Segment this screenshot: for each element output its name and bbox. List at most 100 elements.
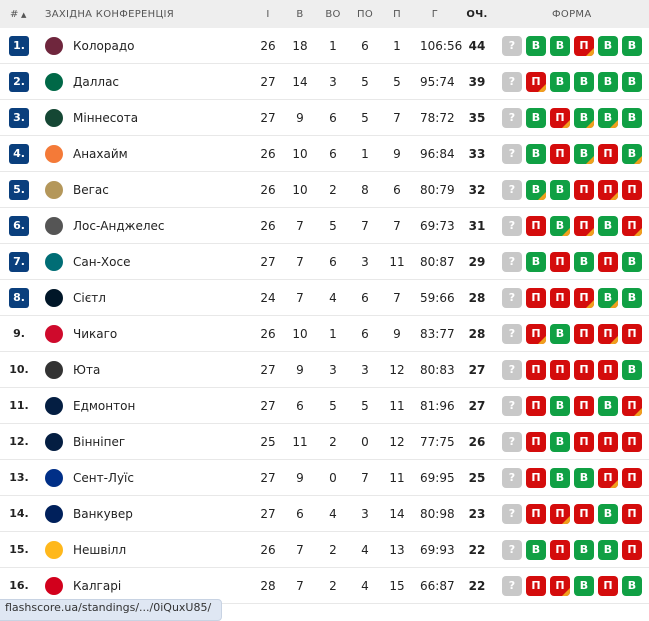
loss-badge[interactable]: П (598, 252, 618, 272)
win-badge[interactable]: В (574, 72, 594, 92)
loss-badge[interactable]: П (526, 288, 546, 308)
table-row[interactable]: 13. Сент-Луїс 27 9 0 7 11 69:95 25? П В В П П (0, 460, 649, 496)
upcoming-match-badge[interactable]: ? (502, 396, 522, 416)
team-name[interactable]: Лос-Анджелес (73, 219, 165, 233)
win-badge[interactable]: В (550, 468, 570, 488)
table-row[interactable]: 1. Колорадо 26 18 1 6 1 106:56 44? В В П В В (0, 28, 649, 64)
loss-badge[interactable]: П (526, 324, 546, 344)
win-badge[interactable]: В (598, 216, 618, 236)
win-badge[interactable]: В (526, 108, 546, 128)
win-badge[interactable]: В (550, 72, 570, 92)
upcoming-match-badge[interactable]: ? (502, 468, 522, 488)
loss-badge[interactable]: П (574, 180, 594, 200)
upcoming-match-badge[interactable]: ? (502, 72, 522, 92)
wins-header[interactable]: В (296, 9, 304, 20)
win-badge[interactable]: В (622, 360, 642, 380)
loss-badge[interactable]: П (550, 576, 570, 596)
team-name[interactable]: Колорадо (73, 39, 135, 53)
loss-badge[interactable]: П (598, 432, 618, 452)
win-badge[interactable]: В (598, 36, 618, 56)
upcoming-match-badge[interactable]: ? (502, 108, 522, 128)
loss-badge[interactable]: П (526, 576, 546, 596)
loss-badge[interactable]: П (550, 144, 570, 164)
team-name[interactable]: Едмонтон (73, 399, 136, 413)
table-row[interactable]: 10. Юта 27 9 3 3 12 80:83 27? П П П П В (0, 352, 649, 388)
loss-badge[interactable]: П (622, 468, 642, 488)
loss-badge[interactable]: П (550, 504, 570, 524)
upcoming-match-badge[interactable]: ? (502, 288, 522, 308)
loss-badge[interactable]: П (622, 396, 642, 416)
loss-badge[interactable]: П (526, 360, 546, 380)
upcoming-match-badge[interactable]: ? (502, 504, 522, 524)
gp-header[interactable]: І (266, 9, 270, 20)
table-row[interactable]: 16. Калгарі 28 7 2 4 15 66:87 22? П П В П В (0, 568, 649, 604)
loss-badge[interactable]: П (622, 216, 642, 236)
win-badge[interactable]: В (574, 252, 594, 272)
upcoming-match-badge[interactable]: ? (502, 252, 522, 272)
ot-losses-header[interactable]: ПО (357, 9, 373, 20)
points-header[interactable]: ОЧ. (466, 9, 488, 20)
loss-badge[interactable]: П (598, 324, 618, 344)
loss-badge[interactable]: П (622, 180, 642, 200)
loss-badge[interactable]: П (622, 324, 642, 344)
loss-badge[interactable]: П (526, 432, 546, 452)
table-row[interactable]: 3. Міннесота 27 9 6 5 7 78:72 35? В П В В В (0, 100, 649, 136)
team-name[interactable]: Чикаго (73, 327, 118, 341)
loss-badge[interactable]: П (598, 576, 618, 596)
win-badge[interactable]: В (574, 540, 594, 560)
loss-badge[interactable]: П (598, 360, 618, 380)
win-badge[interactable]: В (550, 216, 570, 236)
loss-badge[interactable]: П (526, 504, 546, 524)
table-row[interactable]: 14. Ванкувер 27 6 4 3 14 80:98 23? П П П В П (0, 496, 649, 532)
losses-header[interactable]: П (393, 9, 401, 20)
win-badge[interactable]: В (526, 540, 546, 560)
team-name[interactable]: Ванкувер (73, 507, 133, 521)
loss-badge[interactable]: П (574, 36, 594, 56)
win-badge[interactable]: В (622, 36, 642, 56)
win-badge[interactable]: В (622, 576, 642, 596)
team-name[interactable]: Анахайм (73, 147, 128, 161)
win-badge[interactable]: В (622, 108, 642, 128)
loss-badge[interactable]: П (574, 396, 594, 416)
win-badge[interactable]: В (526, 36, 546, 56)
team-name[interactable]: Сан-Хосе (73, 255, 131, 269)
win-badge[interactable]: В (550, 396, 570, 416)
loss-badge[interactable]: П (526, 72, 546, 92)
win-badge[interactable]: В (550, 324, 570, 344)
team-name[interactable]: Нешвілл (73, 543, 127, 557)
loss-badge[interactable]: П (598, 144, 618, 164)
upcoming-match-badge[interactable]: ? (502, 144, 522, 164)
loss-badge[interactable]: П (526, 216, 546, 236)
loss-badge[interactable]: П (598, 180, 618, 200)
team-name[interactable]: Вінніпег (73, 435, 126, 449)
win-badge[interactable]: В (526, 252, 546, 272)
table-row[interactable]: 6. Лос-Анджелес 26 7 5 7 7 69:73 31? П В П В П (0, 208, 649, 244)
table-row[interactable]: 12. Вінніпег 25 11 2 0 12 77:75 26? П В П П П (0, 424, 649, 460)
loss-badge[interactable]: П (550, 540, 570, 560)
team-name[interactable]: Даллас (73, 75, 120, 89)
loss-badge[interactable]: П (598, 468, 618, 488)
upcoming-match-badge[interactable]: ? (502, 540, 522, 560)
win-badge[interactable]: В (526, 180, 546, 200)
team-name[interactable]: Юта (73, 363, 101, 377)
win-badge[interactable]: В (598, 396, 618, 416)
team-name[interactable]: Міннесота (73, 111, 139, 125)
win-badge[interactable]: В (550, 432, 570, 452)
win-badge[interactable]: В (574, 108, 594, 128)
loss-badge[interactable]: П (574, 324, 594, 344)
table-row[interactable]: 2. Даллас 27 14 3 5 5 95:74 39? П В В В В (0, 64, 649, 100)
win-badge[interactable]: В (574, 144, 594, 164)
loss-badge[interactable]: П (526, 468, 546, 488)
win-badge[interactable]: В (622, 288, 642, 308)
table-row[interactable]: 5. Вегас 26 10 2 8 6 80:79 32? В В П П П (0, 172, 649, 208)
loss-badge[interactable]: П (622, 432, 642, 452)
team-name[interactable]: Вегас (73, 183, 109, 197)
table-row[interactable]: 15. Нешвілл 26 7 2 4 13 69:93 22? В П В В П (0, 532, 649, 568)
loss-badge[interactable]: П (574, 360, 594, 380)
rank-header[interactable]: # (10, 9, 19, 20)
win-badge[interactable]: В (598, 540, 618, 560)
table-row[interactable]: 8. Сієтл 24 7 4 6 7 59:66 28? П П П В В (0, 280, 649, 316)
loss-badge[interactable]: П (574, 216, 594, 236)
table-row[interactable]: 11. Едмонтон 27 6 5 5 11 81:96 27? П В П В П (0, 388, 649, 424)
upcoming-match-badge[interactable]: ? (502, 324, 522, 344)
